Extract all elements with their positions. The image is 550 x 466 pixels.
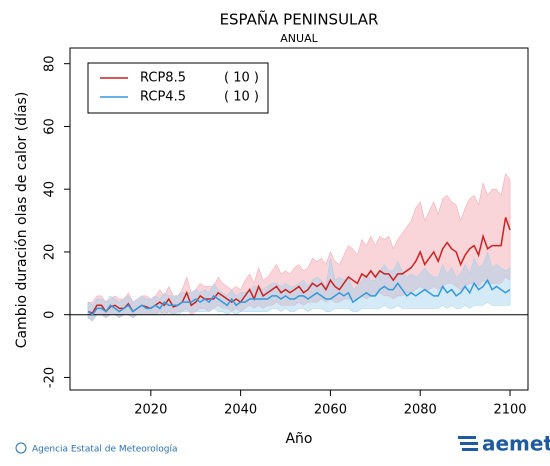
series-line — [87, 278, 511, 316]
y-tick-label: 40 — [43, 181, 58, 198]
chart-subtitle: ANUAL — [280, 32, 318, 45]
legend-label: RCP4.5 — [140, 90, 186, 105]
y-tick-label: 20 — [43, 244, 58, 261]
plot-frame — [69, 47, 529, 391]
chart-title: ESPAÑA PENINSULAR — [220, 10, 379, 29]
logo-text: aemet — [482, 432, 550, 456]
x-tick-label: 2060 — [314, 403, 347, 418]
logo-mark — [458, 436, 478, 451]
x-tick-label: 2080 — [404, 403, 437, 418]
legend-label: RCP8.5 — [140, 71, 186, 86]
credit: Agencia Estatal de Meteorología — [32, 445, 178, 455]
y-tick-label: 60 — [43, 118, 58, 135]
legend-box — [87, 62, 269, 114]
x-tick-label: 2020 — [134, 403, 167, 418]
credit-icon — [15, 442, 27, 454]
legend-count: ( 10 ) — [224, 90, 259, 105]
x-tick-label: 2100 — [493, 403, 526, 418]
x-axis-label: Año — [285, 431, 312, 447]
y-axis-label: Cambio duración olas de calor (días) — [14, 92, 30, 349]
legend-count: ( 10 ) — [224, 71, 259, 86]
y-tick-label: 0 — [43, 311, 58, 319]
x-tick-label: 2040 — [224, 403, 257, 418]
y-tick-label: -20 — [43, 367, 58, 388]
plot-area — [70, 172, 528, 322]
series-line — [87, 217, 511, 315]
y-tick-label: 80 — [43, 55, 58, 72]
